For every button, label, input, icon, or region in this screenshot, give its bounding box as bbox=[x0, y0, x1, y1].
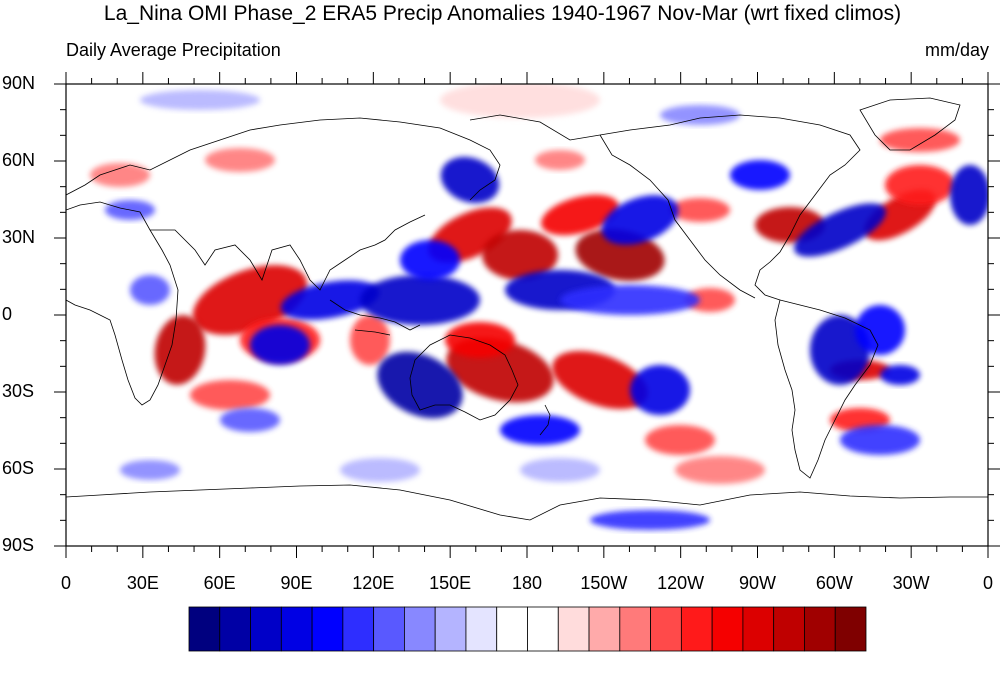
anomaly-blob bbox=[360, 275, 480, 325]
anomaly-blob bbox=[482, 230, 558, 280]
y-tick-label: 60N bbox=[2, 150, 36, 170]
y-tick-label: 30S bbox=[2, 381, 35, 401]
anomaly-blob bbox=[645, 425, 715, 455]
colorbar-swatch bbox=[280, 606, 313, 652]
anomaly-blob bbox=[340, 458, 420, 482]
colorbar-swatch bbox=[219, 606, 251, 652]
x-tick-label: 90E bbox=[280, 573, 313, 593]
anomaly-field bbox=[66, 84, 988, 546]
anomaly-blob bbox=[794, 203, 886, 257]
subtitle-units: mm/day bbox=[924, 40, 989, 60]
anomaly-blob bbox=[560, 285, 700, 315]
colorbar-swatch bbox=[311, 606, 344, 652]
colorbar-swatch bbox=[434, 606, 467, 652]
anomaly-blob bbox=[675, 456, 765, 484]
anomaly-blob bbox=[90, 163, 150, 187]
x-tick-label: 60W bbox=[815, 573, 853, 593]
colorbar-swatch bbox=[404, 606, 436, 652]
x-tick-label: 60E bbox=[203, 573, 236, 593]
colorbar-swatch bbox=[742, 606, 775, 652]
coastlines bbox=[66, 97, 988, 521]
anomaly-blob bbox=[885, 165, 955, 205]
anomaly-blob bbox=[500, 415, 580, 445]
y-tick-label: 60S bbox=[2, 458, 35, 478]
anomaly-blob bbox=[140, 90, 260, 110]
y-tick-label: 90N bbox=[2, 73, 36, 93]
colorbar-swatch bbox=[496, 606, 528, 652]
anomaly-blob bbox=[220, 408, 280, 432]
anomaly-blob bbox=[377, 351, 463, 419]
anomaly-blob bbox=[950, 165, 988, 225]
anomaly-blob bbox=[440, 156, 500, 204]
x-tick-label: 0 bbox=[60, 573, 71, 593]
anomaly-blob bbox=[601, 195, 679, 245]
x-tick-label: 150E bbox=[429, 573, 472, 593]
anomaly-blob bbox=[880, 128, 960, 152]
anomaly-blob bbox=[520, 458, 600, 482]
colorbar-swatch bbox=[250, 606, 282, 652]
anomaly-blob bbox=[154, 315, 206, 385]
colorbar-swatch bbox=[619, 606, 651, 652]
colorbar-swatch bbox=[527, 606, 559, 652]
y-tick-label: 0 bbox=[2, 304, 13, 324]
colorbar-swatch bbox=[373, 606, 405, 652]
anomaly-blob bbox=[670, 198, 730, 222]
colorbar-swatch bbox=[588, 606, 621, 652]
anomaly-blob bbox=[840, 425, 920, 455]
plot-title: La_Nina OMI Phase_2 ERA5 Precip Anomalie… bbox=[103, 2, 902, 25]
anomaly-blob bbox=[660, 105, 740, 125]
colorbar-swatch bbox=[711, 606, 744, 652]
colorbar-swatch bbox=[650, 606, 682, 652]
anomaly-blob bbox=[810, 315, 870, 385]
colorbar-swatch bbox=[557, 606, 590, 652]
anomaly-blob bbox=[855, 305, 905, 355]
x-tick-label: 180 bbox=[511, 573, 543, 593]
anomaly-blob bbox=[250, 325, 310, 365]
colorbar-swatch bbox=[342, 606, 375, 652]
anomaly-blob bbox=[190, 380, 270, 410]
x-tick-label: 30W bbox=[892, 573, 930, 593]
anomaly-blob bbox=[552, 350, 648, 410]
anomaly-blob bbox=[205, 148, 275, 172]
anomaly-blob bbox=[192, 265, 308, 335]
colorbar-swatch bbox=[773, 606, 805, 652]
anomaly-blob bbox=[685, 288, 735, 312]
colorbar-swatch bbox=[465, 606, 498, 652]
x-tick-label: 30E bbox=[126, 573, 159, 593]
anomaly-blob bbox=[445, 322, 515, 358]
anomaly-blob bbox=[630, 365, 690, 415]
x-tick-label: 0 bbox=[982, 573, 993, 593]
anomaly-blob bbox=[880, 365, 920, 385]
anomaly-blob bbox=[590, 510, 710, 530]
colorbar-swatch bbox=[680, 606, 713, 652]
anomaly-blob bbox=[730, 160, 790, 190]
anomaly-blob bbox=[350, 315, 390, 365]
y-tick-label: 90S bbox=[2, 535, 35, 555]
colorbar-swatch bbox=[804, 606, 836, 652]
x-tick-label: 90W bbox=[738, 573, 776, 593]
x-tick-label: 120E bbox=[352, 573, 395, 593]
anomaly-blob bbox=[541, 194, 619, 236]
x-tick-label: 120W bbox=[657, 573, 705, 593]
anomaly-blob bbox=[130, 275, 170, 305]
anomaly-blob bbox=[440, 84, 600, 118]
y-tick-label: 30N bbox=[2, 227, 36, 247]
anomaly-blob bbox=[120, 460, 180, 480]
colorbar-swatch bbox=[834, 606, 867, 652]
colorbar-swatch bbox=[188, 606, 221, 652]
anomaly-blob bbox=[400, 240, 460, 280]
x-tick-label: 150W bbox=[580, 573, 628, 593]
anomaly-blob bbox=[535, 150, 585, 170]
subtitle-left: Daily Average Precipitation bbox=[66, 40, 281, 60]
colorbar bbox=[188, 606, 867, 652]
